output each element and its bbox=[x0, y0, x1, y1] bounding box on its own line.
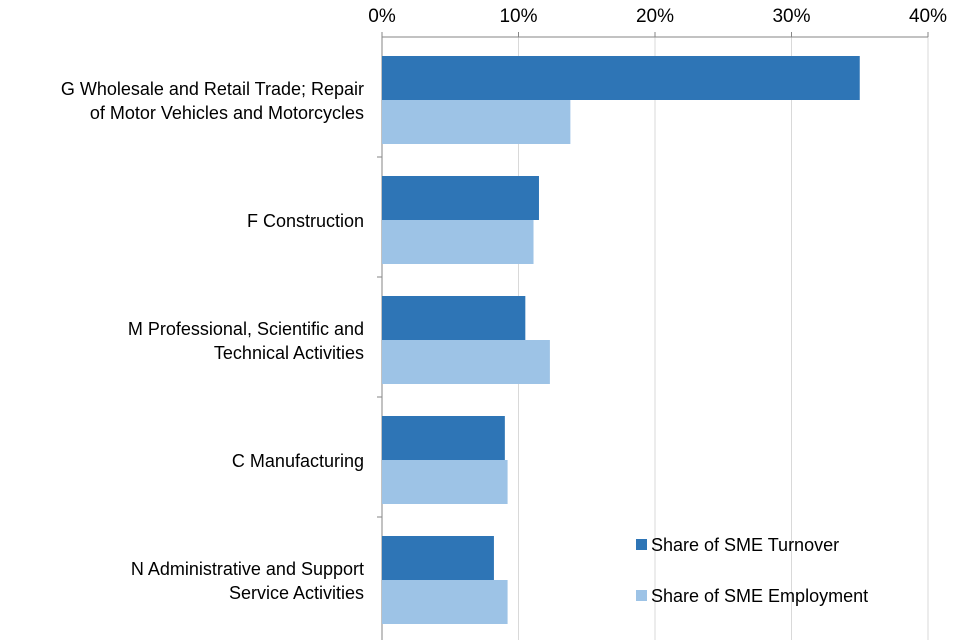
category-label: G Wholesale and Retail Trade; Repair bbox=[61, 79, 364, 99]
x-tick-label: 20% bbox=[636, 6, 674, 27]
legend-swatch bbox=[636, 590, 647, 601]
bar-employment bbox=[382, 580, 508, 624]
bar-turnover bbox=[382, 536, 494, 580]
bar-turnover bbox=[382, 296, 526, 340]
x-tick-label: 10% bbox=[499, 6, 537, 27]
x-tick-label: 40% bbox=[909, 6, 947, 27]
bar-employment bbox=[382, 100, 571, 144]
bar-employment bbox=[382, 220, 534, 264]
bar-turnover bbox=[382, 176, 539, 220]
category-label: N Administrative and Support bbox=[131, 559, 364, 579]
bar-employment bbox=[382, 460, 508, 504]
bar-turnover bbox=[382, 56, 860, 100]
x-tick-label: 0% bbox=[368, 6, 396, 27]
category-label: M Professional, Scientific and bbox=[128, 319, 364, 339]
category-label: F Construction bbox=[247, 211, 364, 231]
legend-label: Share of SME Turnover bbox=[651, 535, 839, 555]
category-label: Service Activities bbox=[229, 583, 364, 603]
legend-swatch bbox=[636, 539, 647, 550]
legend-label: Share of SME Employment bbox=[651, 586, 868, 606]
category-label: of Motor Vehicles and Motorcycles bbox=[90, 103, 364, 123]
x-tick-label: 30% bbox=[772, 6, 810, 27]
category-label: C Manufacturing bbox=[232, 451, 364, 471]
category-label: Technical Activities bbox=[214, 343, 364, 363]
bar-employment bbox=[382, 340, 550, 384]
bar-turnover bbox=[382, 416, 505, 460]
